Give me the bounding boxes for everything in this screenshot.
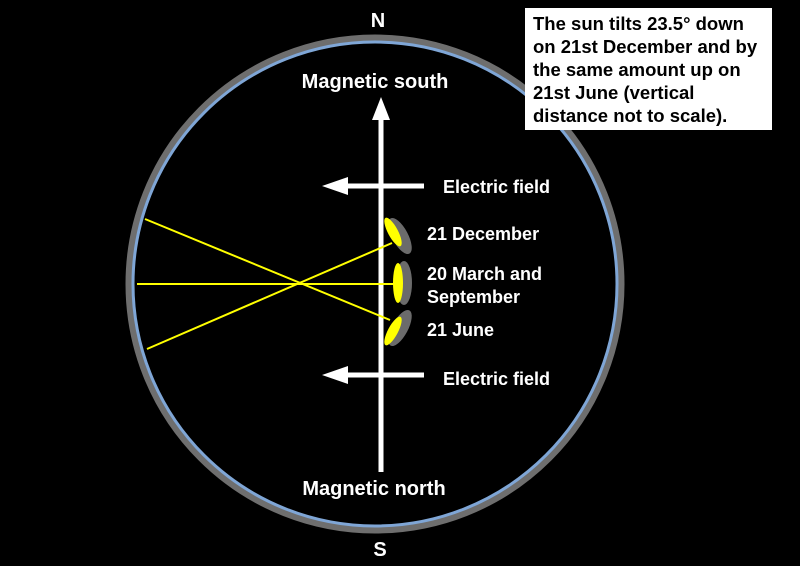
sun-ray-june [146, 242, 393, 350]
date-label-equinox-line2: September [427, 287, 520, 307]
earth-ring-inner [131, 40, 619, 528]
magnetic-axis-arrowhead [372, 97, 390, 120]
compass-south-label: S [373, 539, 386, 561]
electric-field-arrowhead-upper [322, 177, 348, 195]
electric-field-label-upper: Electric field [443, 177, 550, 197]
mirror-equinox [393, 261, 412, 305]
electric-field-arrowhead-lower [322, 366, 348, 384]
magnetic-north-label: Magnetic north [302, 478, 445, 500]
date-label-december: 21 December [427, 224, 539, 244]
date-label-june: 21 June [427, 320, 494, 340]
earth-ring-outer [125, 34, 625, 534]
date-label-equinox-line1: 20 March and [427, 264, 542, 284]
sun-ray-december [144, 218, 391, 321]
magnetic-south-label: Magnetic south [302, 71, 449, 93]
explanation-note: The sun tilts 23.5° down on 21st Decembe… [525, 8, 772, 130]
electric-field-label-lower: Electric field [443, 369, 550, 389]
mirror-december [384, 217, 412, 255]
compass-north-label: N [371, 10, 385, 32]
mirror-june [384, 309, 412, 347]
